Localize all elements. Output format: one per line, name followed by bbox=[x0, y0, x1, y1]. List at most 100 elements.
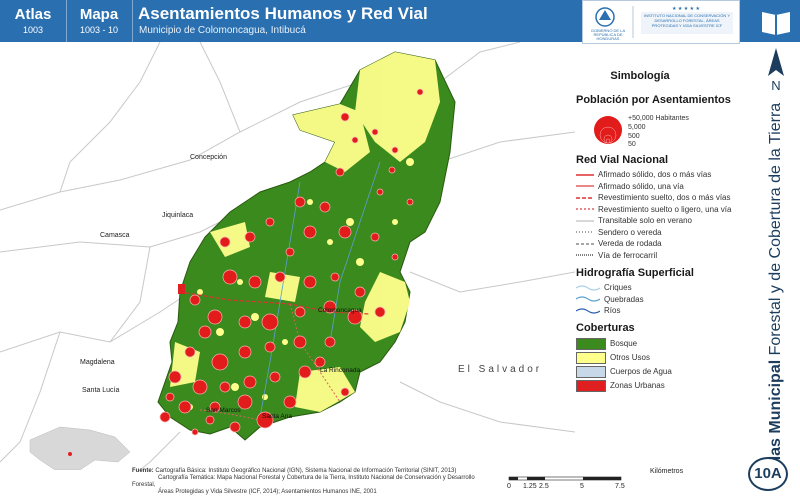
scale-tick-2: 2.5 bbox=[539, 483, 549, 490]
population-level-1: +50,000 Habitantes bbox=[628, 115, 689, 122]
settlement-circle bbox=[168, 370, 182, 384]
settlement-circle bbox=[219, 236, 231, 248]
settlement-circle bbox=[370, 232, 380, 242]
settlement-circle bbox=[191, 428, 199, 436]
honduras-inset-map bbox=[29, 426, 131, 470]
hydro-legend-item: Quebradas bbox=[576, 294, 746, 306]
road-legend-item: Revestimiento suelto, dos o más vías bbox=[576, 192, 746, 204]
settlement-circle bbox=[303, 225, 317, 239]
town-label: La Rinconada bbox=[320, 367, 360, 374]
settlement-circle bbox=[222, 269, 238, 285]
settlement-circle bbox=[178, 400, 192, 414]
settlement-circle bbox=[238, 345, 252, 359]
urban-zone bbox=[178, 284, 185, 294]
cover-swatch bbox=[576, 365, 606, 378]
hydro-legend-item-label: Ríos bbox=[604, 306, 621, 316]
hydro-legend-item-label: Quebradas bbox=[604, 294, 644, 304]
settlement-circle bbox=[205, 415, 215, 425]
vertical-title-rest: Forestal y de Cobertura de la Tierra bbox=[767, 102, 784, 360]
source-label: Fuente: bbox=[132, 468, 154, 474]
legend: Simbología Población por Asentamientos +… bbox=[576, 70, 746, 393]
hydro-legend: Criques Quebradas Ríos bbox=[576, 282, 746, 317]
map-labels: Concepción Jiquinlaca Camasca Magdalena Sant… bbox=[80, 154, 539, 420]
road-legend-item-label: Sendero o vereda bbox=[598, 227, 662, 237]
atlas-number: 1003 bbox=[22, 25, 44, 35]
settlement-circle bbox=[211, 353, 229, 371]
road-legend-item: Vía de ferrocarril bbox=[576, 250, 746, 262]
settlement-circle bbox=[319, 201, 331, 213]
source-note: Fuente: Cartografía Básica: Instituto Ge… bbox=[132, 468, 492, 496]
road-symbol bbox=[576, 243, 594, 245]
settlement-circle bbox=[388, 166, 396, 174]
settlement-circle bbox=[303, 275, 317, 289]
source-line-1: Cartografía Básica: Instituto Geográfico… bbox=[155, 468, 457, 474]
logo-right-text: INSTITUTO NACIONAL DE CONSERVACIÓN Y DES… bbox=[643, 13, 730, 28]
scale-bar: 0 1.25 2.5 5 7.5 bbox=[505, 476, 625, 490]
settlement-circle bbox=[351, 136, 359, 144]
settlement-circle bbox=[338, 225, 352, 239]
settlement-circle bbox=[324, 336, 336, 348]
cover-swatch bbox=[576, 337, 606, 350]
cover-swatch bbox=[576, 351, 606, 364]
road-symbol bbox=[576, 174, 594, 176]
source-line-3: Áreas Protegidas y Vida Silvestre (ICF, … bbox=[158, 489, 377, 495]
road-symbol bbox=[576, 208, 594, 210]
road-legend-item: Transitable solo en verano bbox=[576, 215, 746, 227]
map-label: Mapa bbox=[79, 6, 119, 23]
place-label: Santa Lucía bbox=[82, 387, 119, 394]
road-legend-item-label: Transitable solo en verano bbox=[598, 216, 692, 226]
settlement-circle bbox=[294, 306, 306, 318]
settlement-circle bbox=[207, 309, 223, 325]
settlement-circle bbox=[391, 253, 399, 261]
page-subtitle: Municipio de Colomoncagua, Intibucá bbox=[139, 25, 306, 36]
settlement-circle bbox=[406, 198, 414, 206]
settlement-circle bbox=[248, 275, 262, 289]
settlement-circle bbox=[189, 294, 201, 306]
scale-tick-0: 0 bbox=[507, 483, 511, 490]
other-use-patches bbox=[170, 52, 440, 412]
icf-logo: ★ ★ ★ ★ ★ bbox=[641, 6, 733, 34]
logo-left-text: GOBIERNO DE LA REPÚBLICA DE HONDURAS bbox=[590, 28, 626, 41]
settlement-circle bbox=[347, 309, 363, 325]
map-box: Mapa 1003 - 10 bbox=[66, 0, 133, 42]
cover-legend-item-label: Bosque bbox=[610, 339, 638, 348]
place-label: Camasca bbox=[100, 232, 130, 239]
population-level-3: 500 bbox=[628, 133, 640, 140]
road-legend-item-label: Vía de ferrocarril bbox=[598, 250, 658, 260]
scale-tick-4: 7.5 bbox=[615, 483, 625, 490]
settlement-circle bbox=[243, 375, 257, 389]
settlement-circle bbox=[354, 286, 366, 298]
settlement-circle bbox=[261, 313, 279, 331]
settlement-circle bbox=[244, 231, 256, 243]
place-label: Magdalena bbox=[80, 359, 115, 366]
settlement-circle bbox=[264, 341, 276, 353]
settlement-circle bbox=[298, 365, 312, 379]
cover-legend: Bosque Otros Usos Cuerpos de Agua Zonas Urb… bbox=[576, 337, 746, 393]
settlement-circle bbox=[416, 88, 424, 96]
road-legend: Afirmado sólido, dos o más vías Afirmado … bbox=[576, 169, 746, 261]
cover-legend-item: Zonas Urbanas bbox=[576, 379, 746, 393]
roads bbox=[179, 291, 371, 421]
road-symbol bbox=[576, 231, 594, 233]
cover-legend-item-label: Cuerpos de Agua bbox=[610, 367, 672, 376]
admin-boundaries bbox=[0, 42, 575, 470]
settlement-circle bbox=[293, 335, 307, 349]
settlement-circle bbox=[285, 247, 295, 257]
road-legend-item: Afirmado sólido, una vía bbox=[576, 181, 746, 193]
settlement-circle bbox=[283, 395, 297, 409]
population-circles bbox=[594, 116, 622, 144]
settlement-circle bbox=[274, 271, 286, 283]
atlas-label: Atlas bbox=[14, 6, 52, 23]
map-number: 1003 - 10 bbox=[79, 25, 119, 35]
settlements bbox=[159, 88, 424, 436]
cover-legend-item: Otros Usos bbox=[576, 351, 746, 365]
road-legend-item: Afirmado sólido, dos o más vías bbox=[576, 169, 746, 181]
road-symbol bbox=[576, 185, 594, 187]
municipality-area bbox=[157, 51, 456, 441]
town-label: San Marcos bbox=[206, 407, 241, 414]
map-canvas[interactable]: Concepción Jiquinlaca Camasca Magdalena Sant… bbox=[0, 42, 575, 470]
logo-graphic: ★ ★ ★ ★ ★ bbox=[595, 6, 733, 38]
road-legend-item: Sendero o vereda bbox=[576, 227, 746, 239]
vertical-title: Atlas Municipal Forestal y de Cobertura … bbox=[767, 103, 785, 477]
north-label: N bbox=[771, 78, 781, 93]
